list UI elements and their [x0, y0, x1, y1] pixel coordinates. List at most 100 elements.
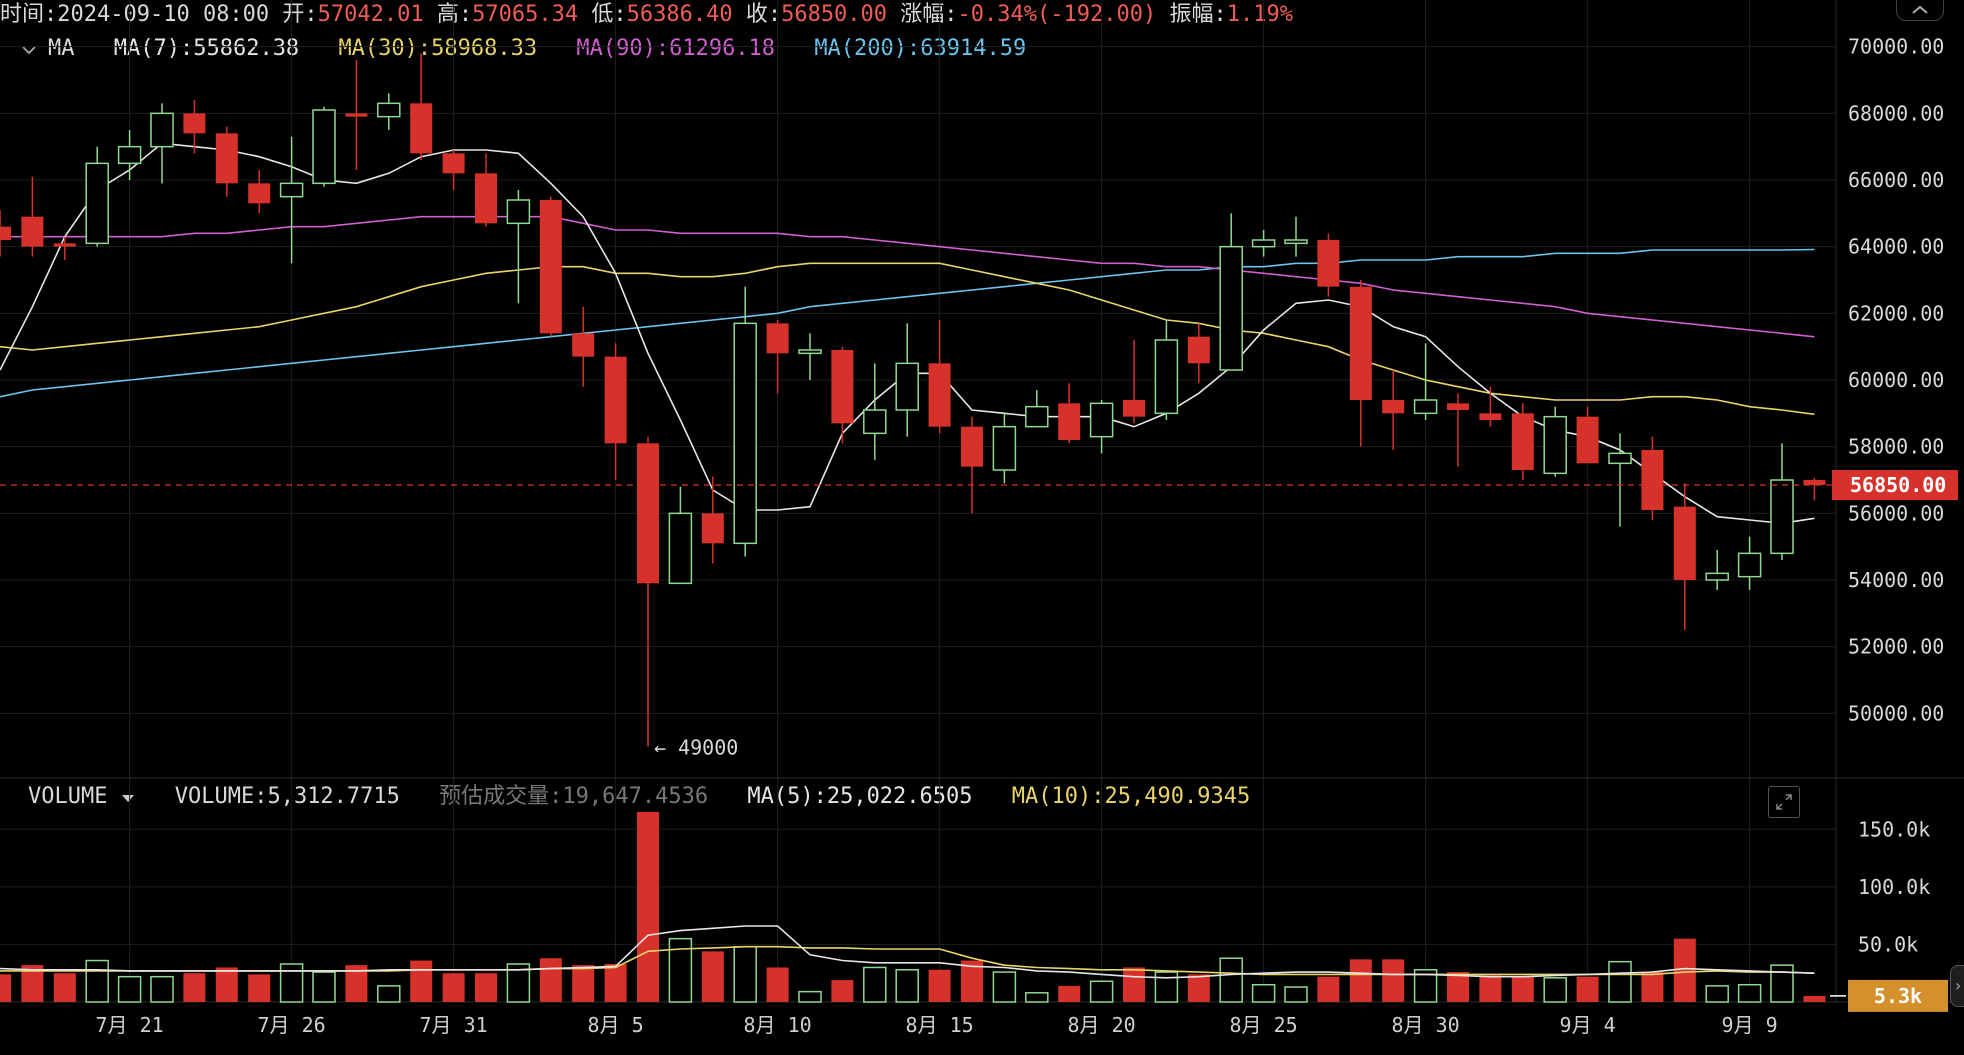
close-value: 56850.00: [781, 2, 888, 27]
volume-bar: [668, 937, 693, 1003]
volume-bar: [604, 964, 627, 1002]
amplitude-value: 1.19%: [1226, 2, 1293, 27]
candle-body: [117, 145, 142, 165]
candle-body: [1219, 245, 1243, 371]
candle-body: [1803, 480, 1826, 485]
volume-bar: [701, 951, 724, 1002]
candle-body: [798, 349, 822, 355]
x-axis-label: 8月 10: [744, 1013, 812, 1037]
volume-bar: [1123, 967, 1145, 1002]
candle-body: [0, 226, 11, 240]
x-axis-label: 7月 21: [96, 1013, 164, 1037]
volume-ma10: MA(10):25,490.9345: [1011, 784, 1251, 809]
candle-body: [701, 513, 724, 544]
change-label: 涨幅:: [900, 2, 958, 27]
ohlc-header: 时间:2024-09-10 08:00 开:57042.01 高:57065.3…: [0, 0, 1830, 30]
candle-body: [1089, 402, 1114, 438]
chevron-down-icon: [22, 46, 36, 55]
candle-body: [506, 199, 531, 225]
price-tick-label: 70000.00: [1848, 35, 1944, 59]
volume-bar: [1154, 971, 1179, 1003]
candlesticks: [0, 53, 1826, 747]
candle-body: [1543, 415, 1567, 475]
volume-bar: [961, 960, 983, 1002]
volume-indicator-toggle[interactable]: VOLUME: [28, 784, 135, 809]
candle-body: [1641, 450, 1664, 510]
candle-body: [377, 102, 401, 118]
volume-bar: [1576, 976, 1599, 1002]
volume-bar: [85, 959, 109, 1003]
volume-bar: [442, 973, 465, 1002]
expand-icon: [1776, 794, 1792, 810]
candle-body: [572, 333, 595, 357]
volume-bar: [475, 973, 497, 1002]
price-tick-label: 64000.00: [1848, 235, 1944, 259]
volume-bar: [831, 980, 854, 1002]
candle-body: [1251, 239, 1276, 248]
candle-body: [1025, 405, 1049, 428]
volume-tick-label: 50.0k: [1858, 932, 1918, 956]
volume-ma-lines: [0, 925, 1815, 979]
caret-down-icon: [122, 795, 135, 802]
time-value: 2024-09-10 08:00: [57, 2, 270, 27]
candle-body: [1317, 240, 1340, 287]
candle-body: [1576, 416, 1599, 464]
price-tick-label: 60000.00: [1848, 368, 1944, 392]
candle-body: [442, 153, 465, 174]
volume-bar: [1543, 977, 1567, 1003]
open-label: 开:: [282, 2, 318, 27]
candle-body: [1413, 399, 1438, 415]
ma7-value: MA(7):55862.38: [113, 36, 300, 61]
volume-bar: [863, 966, 887, 1003]
x-axis-label: 8月 25: [1230, 1013, 1298, 1037]
low-value: 56386.40: [626, 2, 733, 27]
volume-bar: [766, 967, 789, 1002]
ma90-value: MA(90):61296.18: [576, 36, 776, 61]
candle-body: [248, 183, 271, 204]
price-tick-label: 66000.00: [1848, 168, 1944, 192]
candle-body: [766, 323, 789, 354]
candle-body: [345, 113, 368, 117]
collapse-header-button[interactable]: [1896, 0, 1944, 21]
candle-body: [668, 512, 693, 585]
volume-tick-label: 150.0k: [1858, 817, 1930, 841]
candle-body: [85, 162, 109, 245]
candle-body: [1673, 506, 1696, 580]
volume-bar: [345, 965, 368, 1002]
volume-bar: [1382, 959, 1405, 1002]
volume-bar: [1705, 985, 1729, 1003]
candle-body: [895, 362, 919, 411]
volume-bar: [539, 958, 562, 1002]
candle-body: [279, 182, 304, 198]
candle-body: [1511, 413, 1534, 470]
candle-body: [1349, 286, 1372, 400]
volume-bar: [506, 963, 531, 1003]
candle-body: [831, 350, 854, 424]
estimated-volume: 预估成交量:19,647.4536: [439, 784, 709, 809]
volume-bar: [1803, 995, 1826, 1002]
expand-volume-button[interactable]: [1768, 786, 1800, 818]
candle-body: [539, 200, 562, 334]
volume-bar: [1349, 959, 1372, 1002]
volume-bar: [1479, 975, 1502, 1002]
amplitude-label: 振幅:: [1169, 2, 1227, 27]
volume-bar: [150, 975, 174, 1003]
volume-bar: [248, 974, 271, 1002]
volume-bar: [1089, 980, 1114, 1003]
volume-bar: [1058, 985, 1081, 1002]
price-tick-label: 52000.00: [1848, 635, 1944, 659]
volume-bar: [1770, 964, 1794, 1003]
current-price-badge: [1832, 470, 1958, 500]
candle-body: [1705, 572, 1729, 581]
volume-bar: [1737, 983, 1762, 1003]
price-tick-label: 50000.00: [1848, 701, 1944, 725]
x-axis-label: 7月 26: [258, 1013, 326, 1037]
ma200-line: [0, 248, 1815, 398]
volume-value: VOLUME:5,312.7715: [174, 784, 400, 809]
volume-bars: [0, 812, 1826, 1003]
ma-toggle[interactable]: MA: [22, 36, 75, 61]
scroll-right-button[interactable]: ›: [1950, 965, 1964, 1007]
volume-bar: [0, 974, 11, 1002]
change-value: -0.34%(-192.00): [957, 2, 1157, 27]
